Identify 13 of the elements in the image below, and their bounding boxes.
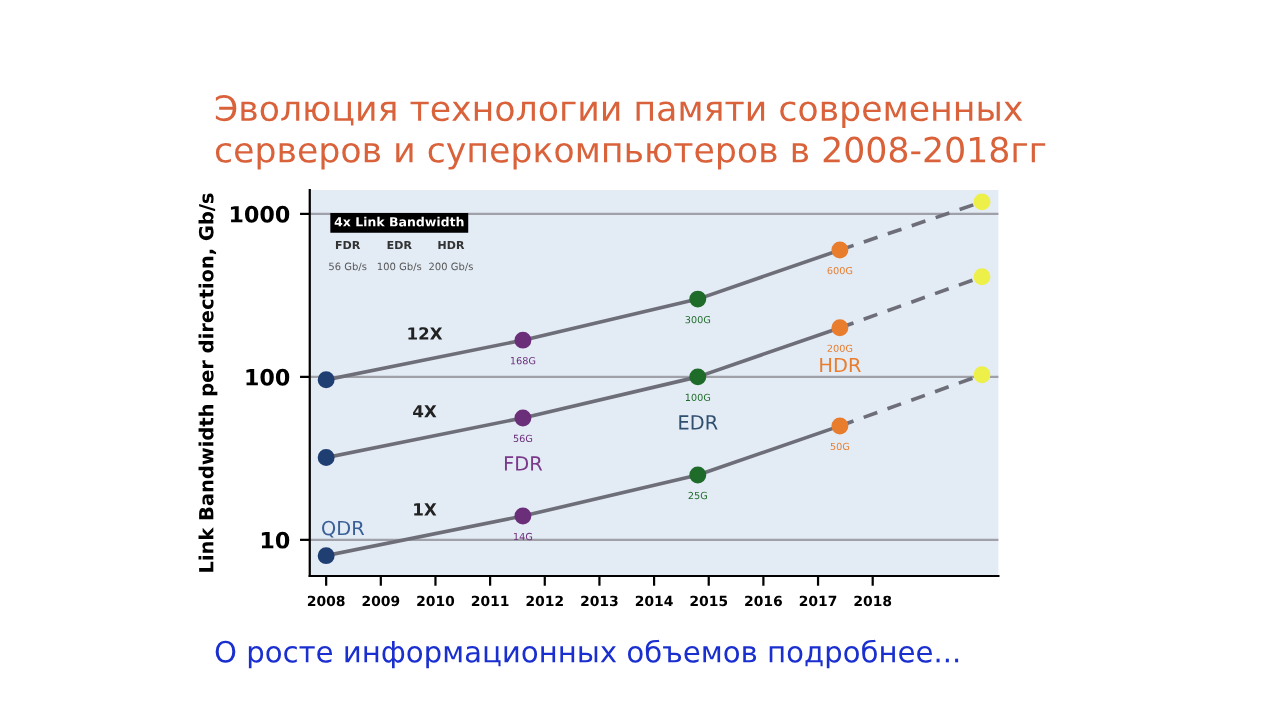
y-tick-label: 10: [261, 531, 290, 549]
y-tick-label: 1000: [230, 205, 290, 223]
annotation: FDR: [504, 456, 543, 471]
series-label: 12X: [408, 327, 443, 340]
y-tick-label: 100: [246, 368, 290, 386]
annotation: QDR: [322, 520, 365, 538]
series-label: 4X: [413, 405, 437, 418]
series-label: 1X: [414, 503, 437, 516]
y-axis-title: Link Bandwidth per direction, Gb/s: [198, 193, 218, 572]
chart-title: Эволюция технологии памяти современных серверов и суперкомпьютеров в 2008-2018гг: [215, 95, 1046, 170]
text: О росте информационных объемов подробнее...: [215, 639, 959, 669]
annotation: HDR: [820, 357, 861, 373]
annotation: EDR: [679, 415, 718, 430]
